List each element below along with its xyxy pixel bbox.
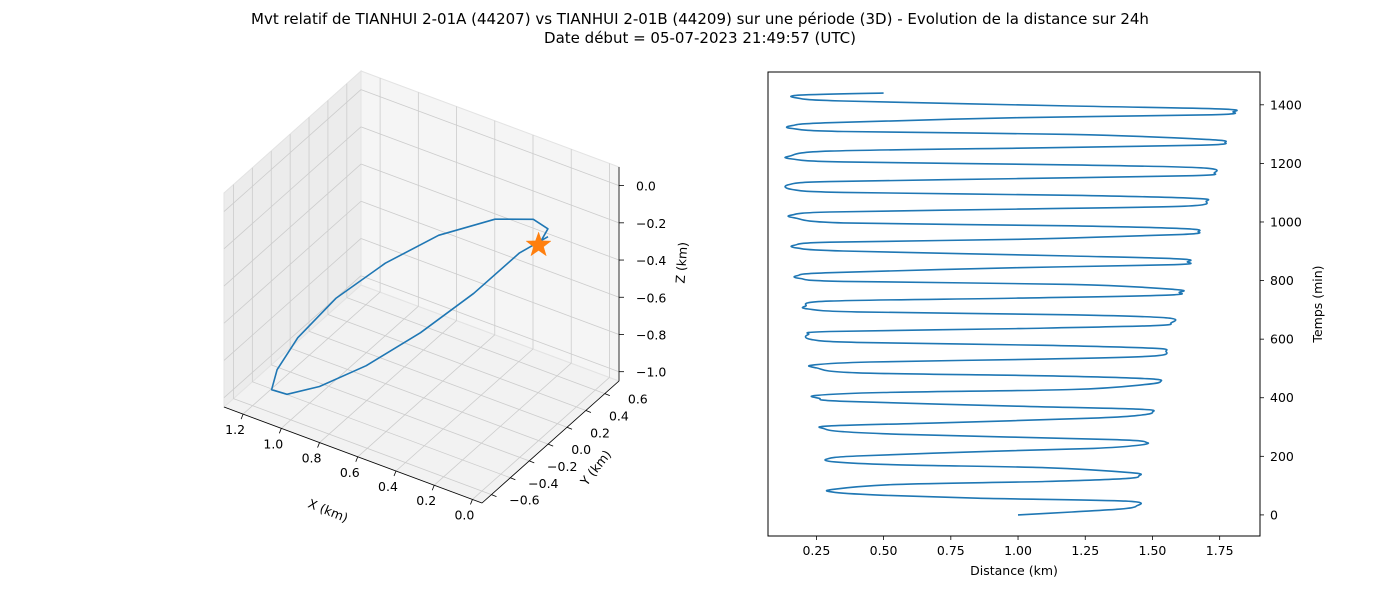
grid-line-x	[357, 334, 496, 458]
grid-line-y	[289, 347, 549, 445]
z-tick-label-3d: 0.0	[636, 179, 656, 194]
x-tick-3d	[470, 499, 473, 505]
axes-3d-grid	[223, 78, 620, 500]
grid-line-z	[223, 163, 362, 287]
grid-line-z	[360, 163, 620, 261]
x-tick-label-3d: 0.4	[378, 479, 398, 494]
x-tick-label: 1.50	[1139, 543, 1167, 558]
x-tick-label: 0.75	[937, 543, 965, 558]
y-tick-label-3d: 0.6	[628, 392, 648, 407]
z-axis-label-3d: Z (km)	[673, 241, 691, 284]
grid-line-y	[233, 398, 492, 495]
trajectory-line	[270, 218, 549, 396]
y-tick-label: 200	[1270, 449, 1294, 464]
grid-line-x	[242, 291, 381, 415]
x-tick-label-3d: 1.0	[263, 436, 283, 451]
x-tick-label-3d: 0.6	[340, 465, 360, 480]
y-axis-label: Temps (min)	[1310, 265, 1325, 343]
chart-distance-vs-time: 0.25 0.50 0.75 1.00 1.25 1.50 1.75 0 200 400 600 8…	[767, 71, 1325, 578]
x-tick-label-3d: 0.8	[302, 451, 322, 466]
y-tick-label: 800	[1270, 273, 1294, 288]
x-tick-3d	[317, 442, 320, 448]
x-tick-label: 0.50	[870, 543, 898, 558]
z-tick-label-3d: −0.4	[636, 253, 666, 268]
star-marker	[525, 231, 552, 257]
x-axis-label: Distance (km)	[970, 563, 1058, 578]
y-tick-3d	[529, 460, 535, 464]
x-tick-3d	[278, 428, 282, 434]
x-tick-3d	[393, 470, 397, 477]
figure-title-line1: Mvt relatif de TIANHUI 2-01A (44207) vs …	[251, 10, 1149, 28]
plot-area-frame	[767, 71, 1261, 537]
grid-line-z	[360, 200, 620, 298]
grid-line-z	[360, 238, 620, 335]
x-tick-label-3d: 1.2	[225, 422, 245, 437]
z-tick-label-3d: −0.8	[636, 327, 666, 342]
y-axis-ticks: 0 200 400 600 800 1000 1200 1400	[1260, 97, 1302, 522]
y-tick-label-3d: 0.2	[590, 425, 610, 440]
x-tick-label: 0.25	[802, 543, 830, 558]
y-tick-3d	[604, 393, 610, 396]
x-tick-3d	[240, 413, 244, 420]
z-tick-label-3d: −1.0	[636, 365, 666, 380]
grid-line-z	[223, 89, 362, 212]
y-tick-3d	[491, 494, 497, 497]
grid-line-y	[346, 297, 605, 394]
y-tick-label: 0	[1270, 507, 1278, 522]
y-tick-label: 1400	[1270, 97, 1302, 112]
z-tick-label-3d: −0.6	[636, 290, 666, 305]
grid-line-x	[472, 377, 610, 500]
grid-line-x	[395, 348, 534, 472]
y-tick-3d	[566, 426, 573, 430]
grid-line-z	[223, 238, 362, 361]
x-axis-ticks: 0.25 0.50 0.75 1.00 1.25 1.50 1.75	[802, 536, 1234, 558]
y-tick-3d	[585, 410, 592, 413]
x-tick-label: 1.00	[1004, 543, 1032, 558]
figure-title-line2: Date début = 05-07-2023 21:49:57 (UTC)	[544, 29, 856, 47]
y-tick-label: 400	[1270, 390, 1294, 405]
y-tick-label-3d: −0.2	[547, 459, 577, 474]
x-axis-label-3d: X (km)	[306, 496, 350, 526]
y-tick-label: 1000	[1270, 214, 1302, 229]
chart-3d-trajectory: 0.00.20.40.60.81.01.2−0.6−0.4−0.20.00.20…	[223, 69, 691, 526]
grid-line-x	[281, 306, 419, 429]
grid-line-z	[360, 275, 620, 373]
grid-line-y	[327, 314, 587, 411]
y-tick-3d	[510, 477, 516, 481]
y-tick-label-3d: 0.4	[609, 408, 629, 423]
x-tick-3d	[355, 456, 359, 462]
y-tick-3d	[547, 443, 554, 447]
x-tick-label-3d: 0.0	[454, 507, 474, 522]
grid-line-y	[308, 330, 568, 428]
axes-3d-spines-ticks: 0.00.20.40.60.81.01.2−0.6−0.4−0.20.00.20…	[223, 167, 666, 522]
grid-line-z	[223, 200, 362, 324]
z-tick-label-3d: −0.2	[636, 216, 666, 231]
grid-line-z	[360, 126, 620, 224]
grid-line-y	[271, 364, 530, 462]
distance-series	[784, 92, 1238, 516]
x-axis-line-3d	[223, 406, 483, 504]
origin-marker	[525, 231, 552, 257]
y-tick-label: 1200	[1270, 156, 1302, 171]
grid-line-y	[252, 381, 511, 479]
y-tick-label-3d: 0.0	[571, 442, 591, 457]
grid-line-x	[319, 320, 457, 443]
grid-line-z	[223, 126, 362, 250]
y-tick-label: 600	[1270, 332, 1294, 347]
y-axis-line-3d	[481, 380, 620, 504]
x-tick-3d	[431, 485, 435, 491]
grid-line-z	[360, 89, 620, 186]
trajectory-series	[270, 218, 549, 396]
x-tick-label-3d: 0.2	[416, 493, 436, 508]
y-tick-label-3d: −0.6	[509, 493, 539, 508]
x-tick-label: 1.25	[1071, 543, 1099, 558]
x-tick-label: 1.75	[1206, 543, 1234, 558]
y-tick-label-3d: −0.4	[528, 476, 558, 491]
grid-line-x	[433, 362, 572, 486]
distance-line	[784, 92, 1238, 516]
